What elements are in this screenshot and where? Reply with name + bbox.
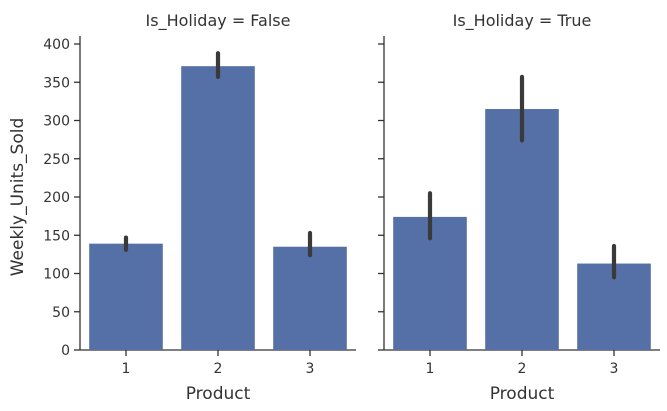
y-tick-label: 400: [43, 37, 70, 53]
y-tick-label: 250: [43, 152, 70, 168]
y-tick-label: 100: [43, 267, 70, 283]
panel-2-x-tick-label-2: 2: [518, 361, 527, 377]
y-axis-title: Weekly_Units_Sold: [8, 118, 28, 277]
panel-1-bar-3: [273, 246, 347, 350]
y-tick-label: 0: [61, 343, 70, 359]
panel-2-x-tick-label-1: 1: [426, 361, 435, 377]
panel-1-bar-1: [89, 243, 163, 350]
y-tick-label: 350: [43, 75, 70, 91]
panel-2-title: Is_Holiday = True: [453, 11, 592, 31]
panel-1-x-axis-title: Product: [186, 384, 251, 404]
y-tick-label: 150: [43, 228, 70, 244]
panel-1-bar-2: [181, 66, 255, 350]
panel-2-bar-2: [485, 109, 559, 351]
y-tick-label: 300: [43, 114, 70, 130]
panel-1-title: Is_Holiday = False: [146, 11, 291, 31]
panel-1-x-tick-label-3: 3: [306, 361, 315, 377]
chart-marks: 0 50 100 150 200 250 300 350 400 1 2 3 1 2 3: [43, 36, 660, 377]
panel-2-x-axis-title: Product: [490, 384, 555, 404]
panel-1-x-tick-label-2: 2: [214, 361, 223, 377]
y-tick-label: 200: [43, 190, 70, 206]
panel-1-x-tick-label-1: 1: [122, 361, 131, 377]
panel-2-x-tick-label-3: 3: [610, 361, 619, 377]
y-tick-label: 50: [52, 305, 70, 321]
